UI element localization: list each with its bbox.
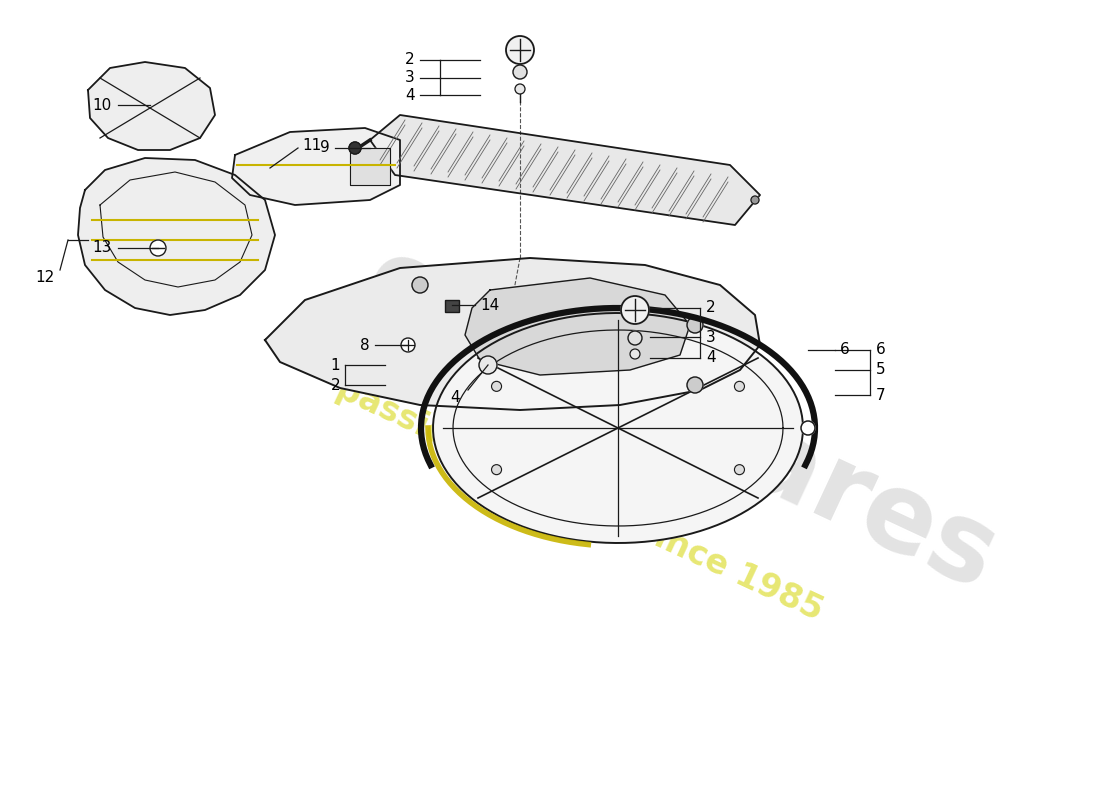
- Polygon shape: [350, 148, 390, 185]
- Text: 1: 1: [330, 358, 340, 373]
- Text: 6: 6: [840, 342, 849, 358]
- Text: 11: 11: [302, 138, 321, 153]
- Circle shape: [630, 349, 640, 359]
- Circle shape: [492, 382, 502, 391]
- Circle shape: [506, 36, 534, 64]
- Text: 2: 2: [406, 53, 415, 67]
- Polygon shape: [370, 115, 760, 225]
- Circle shape: [492, 465, 502, 474]
- Bar: [446, 300, 459, 312]
- Text: 14: 14: [480, 298, 499, 313]
- Circle shape: [513, 65, 527, 79]
- Text: 10: 10: [92, 98, 112, 113]
- Text: 8: 8: [361, 338, 370, 353]
- Text: 6: 6: [876, 342, 886, 358]
- Text: eurospares: eurospares: [346, 227, 1013, 613]
- Text: 9: 9: [320, 141, 330, 155]
- Text: 12: 12: [35, 270, 55, 286]
- Polygon shape: [88, 62, 214, 150]
- Text: 2: 2: [706, 301, 716, 315]
- Text: 4: 4: [450, 390, 460, 405]
- Circle shape: [150, 240, 166, 256]
- Text: passion for parts since 1985: passion for parts since 1985: [331, 372, 828, 628]
- Text: 3: 3: [405, 70, 415, 86]
- Text: 7: 7: [876, 387, 886, 402]
- Circle shape: [515, 84, 525, 94]
- Text: 2: 2: [330, 378, 340, 393]
- Text: 3: 3: [706, 330, 716, 345]
- Circle shape: [735, 382, 745, 391]
- Circle shape: [349, 142, 361, 154]
- Circle shape: [412, 277, 428, 293]
- Circle shape: [621, 296, 649, 324]
- Circle shape: [751, 196, 759, 204]
- Circle shape: [628, 331, 642, 345]
- Polygon shape: [78, 158, 275, 315]
- Circle shape: [478, 356, 497, 374]
- Circle shape: [801, 421, 815, 435]
- Circle shape: [735, 465, 745, 474]
- Polygon shape: [232, 128, 400, 205]
- Polygon shape: [465, 278, 690, 375]
- Text: 4: 4: [406, 87, 415, 102]
- Circle shape: [688, 317, 703, 333]
- Circle shape: [402, 338, 415, 352]
- Polygon shape: [433, 313, 803, 543]
- Circle shape: [688, 377, 703, 393]
- Polygon shape: [265, 258, 760, 410]
- Text: 13: 13: [92, 241, 112, 255]
- Text: 5: 5: [876, 362, 886, 378]
- Text: 4: 4: [706, 350, 716, 366]
